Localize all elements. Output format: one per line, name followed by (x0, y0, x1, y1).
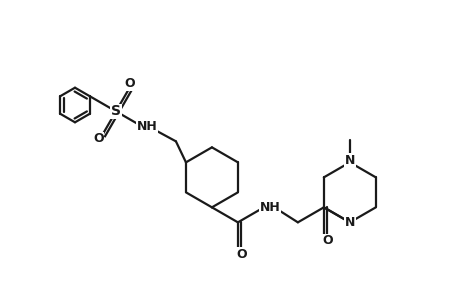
Text: O: O (322, 234, 332, 247)
Text: N: N (344, 154, 354, 167)
Text: O: O (93, 132, 104, 145)
Text: N: N (344, 216, 354, 229)
Text: NH: NH (259, 201, 280, 214)
Text: O: O (236, 248, 246, 261)
Text: NH: NH (136, 120, 157, 133)
Text: S: S (111, 104, 121, 118)
Text: O: O (124, 77, 134, 91)
